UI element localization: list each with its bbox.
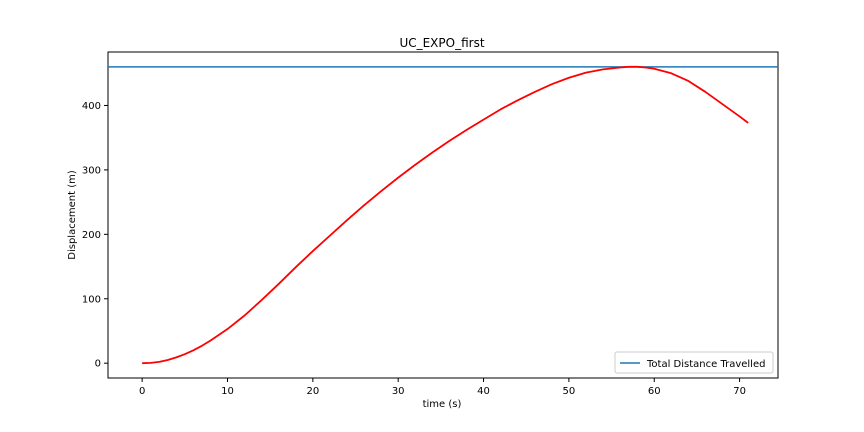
chart-title: UC_EXPO_first — [399, 36, 484, 50]
y-tick-label: 200 — [82, 230, 101, 241]
x-axis-label: time (s) — [423, 399, 462, 410]
x-tick-label: 0 — [139, 386, 145, 397]
x-axis: 0 10 20 30 40 50 60 70 — [139, 378, 746, 397]
plot-frame — [107, 51, 779, 379]
legend-label: Total Distance Travelled — [646, 359, 765, 370]
y-tick-label: 100 — [82, 294, 101, 305]
plot-area — [107, 51, 779, 379]
y-axis: 0 100 200 300 400 — [82, 101, 108, 370]
x-tick-label: 10 — [221, 386, 234, 397]
y-axis-label: Displacement (m) — [67, 170, 78, 260]
x-tick-label: 50 — [563, 386, 576, 397]
series-layer — [142, 65, 749, 365]
x-tick-label: 40 — [477, 386, 490, 397]
legend-box — [614, 351, 774, 374]
x-tick-label: 20 — [306, 386, 319, 397]
x-tick-label: 60 — [648, 386, 661, 397]
y-tick-label: 300 — [82, 165, 101, 176]
legend: Total Distance Travelled — [614, 351, 774, 374]
y-tick-label: 0 — [95, 359, 101, 370]
x-tick-label: 30 — [392, 386, 405, 397]
displacement-line — [142, 65, 749, 365]
y-tick-label: 400 — [82, 101, 101, 112]
x-tick-label: 70 — [733, 386, 746, 397]
